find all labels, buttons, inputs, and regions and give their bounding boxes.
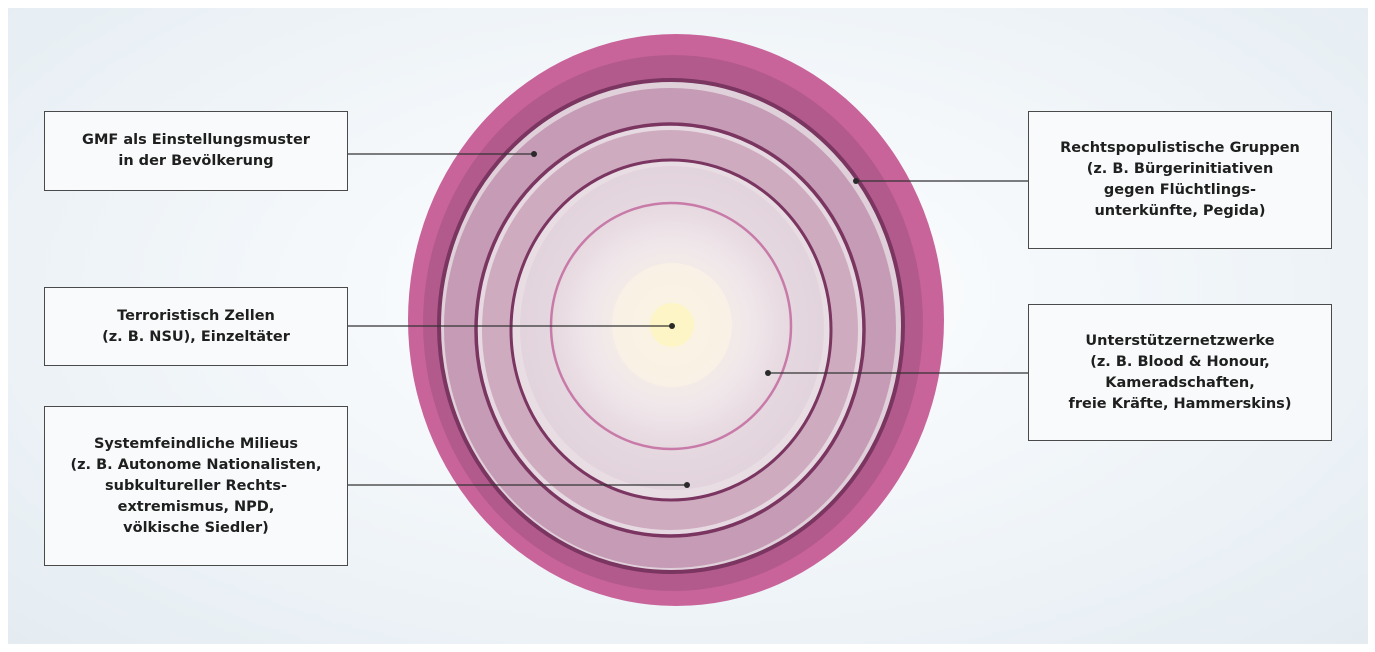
label-support-line-2: (z. B. Blood & Honour, xyxy=(1090,353,1270,370)
marker-milieus xyxy=(684,482,690,488)
label-support-line-4: freie Kräfte, Hammerskins) xyxy=(1068,395,1292,412)
label-gmf-line-2: in der Bevölkerung xyxy=(118,153,274,169)
label-gmf-line-1: GMF als Einstellungsmuster xyxy=(82,132,310,148)
label-terror-line-1: Terroristisch Zellen xyxy=(117,307,275,324)
label-support-line-1: Unterstützernetzwerke xyxy=(1085,332,1275,349)
label-terror-line-2: (z. B. NSU), Einzeltäter xyxy=(102,328,290,345)
label-populist-line-2: (z. B. Bürgerinitiativen xyxy=(1086,161,1274,177)
label-milieus-line-1: Systemfeindliche Milieus xyxy=(93,435,299,452)
label-populist-line-3: gegen Flüchtlings- xyxy=(1103,182,1257,198)
label-populist: Rechtspopulistische Gruppen (z. B. Bürge… xyxy=(1028,111,1332,249)
label-milieus-line-3: subkultureller Rechts- xyxy=(105,477,287,494)
marker-gmf xyxy=(531,151,537,157)
label-support: Unterstützernetzwerke (z. B. Blood & Hon… xyxy=(1028,304,1332,441)
diagram-stage: GMF als Einstellungsmuster in der Bevölk… xyxy=(8,8,1368,644)
onion-rings-diagram xyxy=(348,34,1028,606)
marker-support xyxy=(765,370,771,376)
label-terror: Terroristisch Zellen (z. B. NSU), Einzel… xyxy=(44,287,348,366)
label-milieus-line-2: (z. B. Autonome Nationalisten, xyxy=(70,456,322,473)
marker-populist xyxy=(853,178,859,184)
label-milieus: Systemfeindliche Milieus (z. B. Autonome… xyxy=(44,406,348,566)
marker-terror xyxy=(669,323,675,329)
label-milieus-line-5: völkische Siedler) xyxy=(123,519,269,536)
label-milieus-line-4: extremismus, NPD, xyxy=(117,498,275,515)
label-gmf: GMF als Einstellungsmuster in der Bevölk… xyxy=(44,111,348,191)
label-populist-line-1: Rechtspopulistische Gruppen xyxy=(1060,140,1300,156)
label-populist-line-4: unterkünfte, Pegida) xyxy=(1094,203,1266,219)
label-support-line-3: Kameradschaften, xyxy=(1105,374,1255,391)
